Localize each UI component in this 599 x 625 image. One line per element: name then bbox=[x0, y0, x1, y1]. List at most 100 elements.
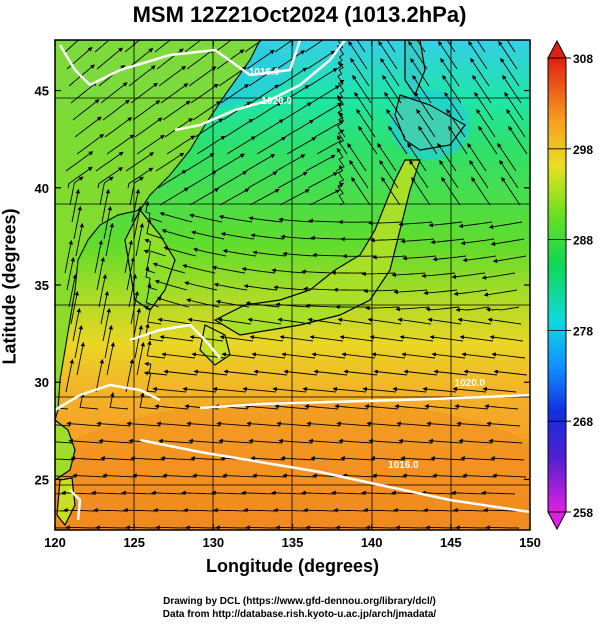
wind-streamline bbox=[256, 136, 287, 155]
wind-streamline bbox=[427, 317, 462, 325]
wind-streamline bbox=[394, 404, 429, 410]
wind-streamline bbox=[421, 272, 456, 279]
wind-streamline bbox=[245, 154, 276, 172]
wind-streamline bbox=[70, 81, 98, 104]
x-tick-label: 150 bbox=[519, 535, 541, 550]
wind-streamline bbox=[306, 50, 336, 70]
wind-streamline bbox=[213, 508, 248, 513]
wind-streamline bbox=[79, 391, 99, 410]
wind-streamline bbox=[132, 473, 167, 478]
wind-streamline bbox=[351, 176, 371, 206]
wind-streamline bbox=[304, 40, 324, 53]
wind-streamline bbox=[499, 159, 519, 189]
wind-streamline bbox=[305, 154, 336, 172]
wind-streamline bbox=[363, 288, 398, 294]
page-title: MSM 12Z21Oct2024 (1013.2hPa) bbox=[132, 2, 467, 27]
wind-streamline bbox=[130, 82, 158, 104]
wind-streamline bbox=[123, 508, 158, 513]
wind-streamline bbox=[128, 65, 156, 87]
wind-streamline bbox=[342, 473, 377, 478]
wind-streamline bbox=[144, 200, 163, 223]
wind-streamline bbox=[104, 117, 133, 138]
wind-streamline bbox=[100, 456, 135, 461]
wind-streamline bbox=[407, 142, 427, 172]
wind-streamline bbox=[280, 234, 315, 240]
wind-streamline bbox=[277, 171, 308, 189]
wind-streamline bbox=[250, 84, 280, 104]
wind-streamline bbox=[160, 456, 195, 461]
wind-streamline bbox=[132, 307, 141, 342]
wind-streamline bbox=[154, 40, 171, 53]
wind-streamline bbox=[414, 91, 434, 121]
wind-streamline bbox=[252, 473, 287, 478]
wind-streamline bbox=[361, 490, 396, 496]
wind-streamline bbox=[308, 67, 338, 87]
wind-streamline bbox=[185, 525, 220, 530]
wind-streamline bbox=[100, 290, 109, 325]
x-tick-label: 140 bbox=[361, 535, 383, 550]
wind-streamline bbox=[392, 386, 427, 393]
wind-streamline bbox=[312, 102, 343, 121]
wind-streamline bbox=[452, 386, 487, 393]
wind-streamline bbox=[94, 40, 110, 53]
x-tick-label: 125 bbox=[123, 535, 145, 550]
wind-streamline bbox=[388, 125, 408, 155]
wind-streamline bbox=[425, 306, 460, 312]
wind-streamline bbox=[145, 282, 160, 308]
wind-streamline bbox=[136, 134, 165, 155]
wind-streamline bbox=[331, 490, 366, 496]
wind-streamline bbox=[310, 85, 340, 104]
wind-streamline bbox=[275, 302, 310, 308]
wind-streamline bbox=[109, 391, 129, 410]
wind-streamline bbox=[426, 421, 461, 427]
wind-streamline bbox=[106, 341, 115, 376]
wind-streamline bbox=[483, 508, 518, 513]
wind-streamline bbox=[250, 233, 285, 240]
wind-streamline bbox=[241, 266, 276, 274]
wind-streamline bbox=[220, 84, 249, 104]
wind-streamline bbox=[410, 57, 430, 87]
wind-streamline bbox=[302, 386, 337, 393]
wind-streamline bbox=[483, 289, 518, 297]
wind-streamline bbox=[74, 116, 102, 138]
wind-streamline bbox=[211, 490, 246, 496]
wind-streamline bbox=[350, 57, 370, 87]
wind-streamline bbox=[378, 40, 398, 70]
wind-streamline bbox=[476, 40, 486, 53]
wind-streamline bbox=[100, 82, 128, 104]
wind-streamline bbox=[222, 473, 257, 478]
wind-streamline bbox=[492, 473, 527, 478]
wind-streamline bbox=[393, 508, 428, 513]
wind-streamline bbox=[188, 66, 217, 87]
wind-streamline bbox=[504, 91, 524, 121]
wind-streamline bbox=[489, 334, 524, 342]
wind-streamline bbox=[371, 352, 406, 359]
wind-streamline bbox=[143, 371, 157, 393]
y-tick-label: 45 bbox=[35, 84, 49, 99]
wind-streamline bbox=[367, 317, 402, 325]
wind-streamline bbox=[65, 525, 100, 530]
coastline-asia bbox=[55, 40, 261, 421]
wind-streamline bbox=[472, 74, 492, 104]
wind-streamline bbox=[76, 341, 85, 376]
wind-streamline bbox=[252, 250, 287, 257]
wind-streamline bbox=[95, 151, 124, 172]
wind-streamline bbox=[280, 84, 310, 104]
wind-streamline bbox=[276, 421, 311, 427]
x-tick-label: 135 bbox=[282, 535, 304, 550]
wind-streamline bbox=[254, 119, 284, 138]
x-tick-label: 120 bbox=[44, 535, 66, 550]
wind-streamline bbox=[380, 57, 400, 87]
wind-streamline bbox=[215, 525, 250, 530]
wind-streamline bbox=[101, 188, 110, 223]
wind-streamline bbox=[341, 352, 376, 359]
wind-streamline bbox=[72, 99, 100, 121]
wind-streamline bbox=[338, 438, 373, 444]
contour-label: 1020.0 bbox=[455, 378, 486, 389]
wind-streamline bbox=[462, 473, 497, 478]
wind-streamline bbox=[418, 125, 438, 155]
wind-streamline bbox=[274, 40, 294, 53]
wind-streamline bbox=[159, 334, 194, 342]
wind-streamline bbox=[358, 125, 378, 155]
wind-streamline bbox=[182, 264, 216, 274]
